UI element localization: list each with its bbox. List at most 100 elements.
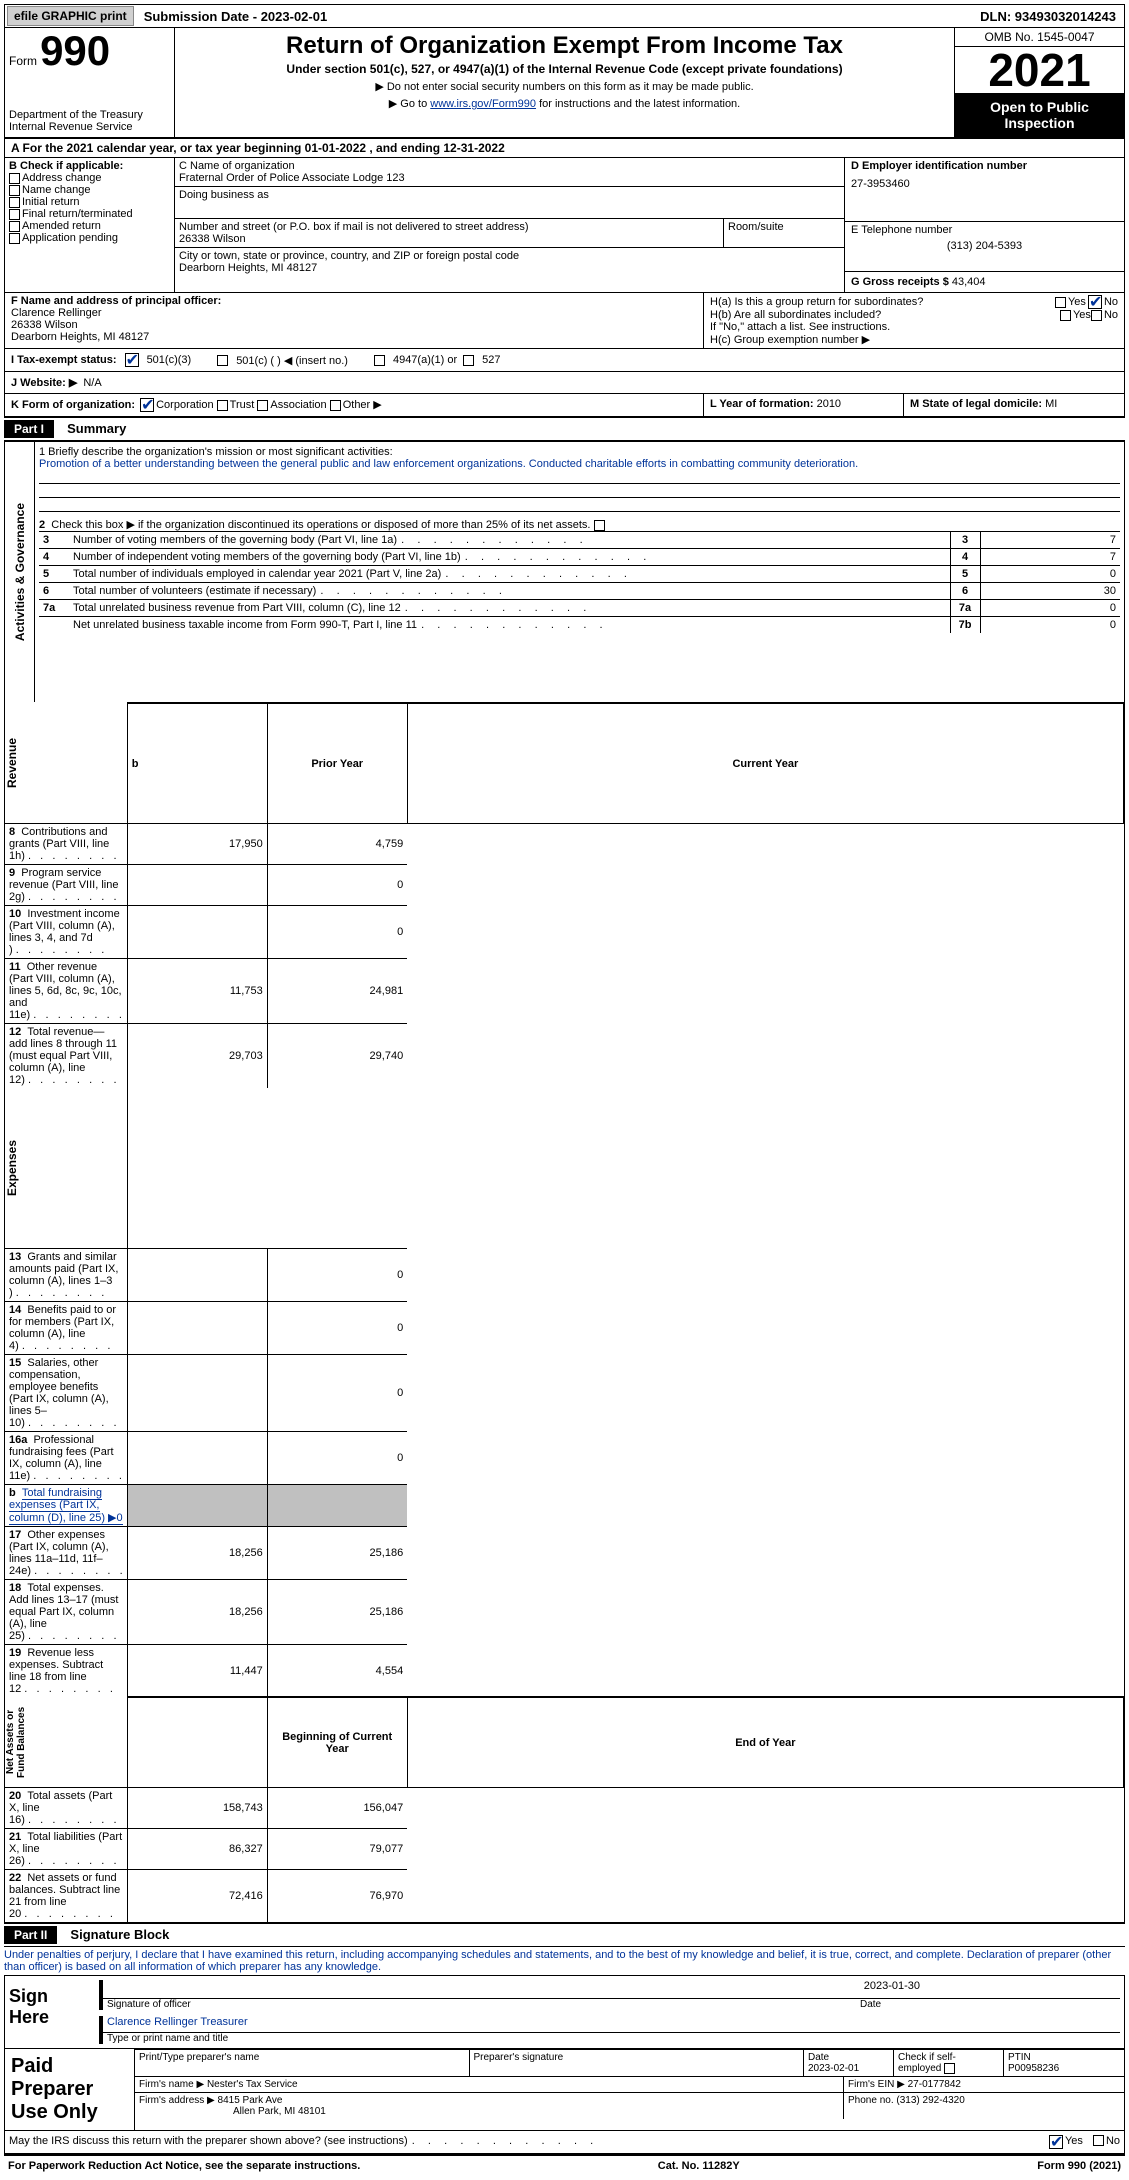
check-address-change[interactable] bbox=[9, 173, 20, 184]
bottom-line: For Paperwork Reduction Act Notice, see … bbox=[4, 2154, 1125, 2176]
check-pending[interactable] bbox=[9, 233, 20, 244]
irs-link[interactable]: www.irs.gov/Form990 bbox=[430, 98, 536, 110]
opt-final: Final return/terminated bbox=[22, 208, 133, 220]
note2-pre: ▶ Go to bbox=[389, 98, 430, 110]
box-k-l-m: K Form of organization: Corporation Trus… bbox=[4, 394, 1125, 418]
box-l: L Year of formation: 2010 bbox=[704, 394, 904, 416]
gov-side-label: Activities & Governance bbox=[13, 503, 27, 641]
firm-addr-label: Firm's address ▶ bbox=[139, 2095, 215, 2106]
room-label: Room/suite bbox=[724, 219, 844, 248]
street-value: 26338 Wilson bbox=[179, 233, 719, 245]
dln-label: DLN: 93493032014243 bbox=[980, 9, 1124, 24]
no-text: No bbox=[1104, 296, 1118, 308]
officer-label: F Name and address of principal officer: bbox=[11, 295, 697, 307]
m-label: M State of legal domicile: bbox=[910, 398, 1042, 410]
website-value: N/A bbox=[83, 377, 101, 389]
check-amended[interactable] bbox=[9, 221, 20, 232]
check-initial[interactable] bbox=[9, 197, 20, 208]
dba-label: Doing business as bbox=[179, 189, 840, 201]
opt-501c: 501(c) ( ) ◀ (insert no.) bbox=[236, 354, 348, 367]
phone-value: (313) 204-5393 bbox=[851, 240, 1118, 252]
dept-treasury: Department of the Treasury bbox=[9, 109, 170, 121]
part2-header: Part II Signature Block bbox=[4, 1924, 1125, 1947]
begin-year-hdr: Beginning of Current Year bbox=[267, 1697, 407, 1788]
phone-label: E Telephone number bbox=[851, 224, 1118, 236]
financial-table: Revenue b Prior Year Current Year 8 Cont… bbox=[5, 702, 1124, 1922]
org-name: Fraternal Order of Police Associate Lodg… bbox=[179, 172, 840, 184]
k-corp[interactable] bbox=[140, 398, 154, 412]
box-f: F Name and address of principal officer:… bbox=[5, 293, 704, 348]
section-b-to-g: B Check if applicable: Address change Na… bbox=[4, 158, 1125, 293]
line-a: A For the 2021 calendar year, or tax yea… bbox=[4, 139, 1125, 158]
opt-initial: Initial return bbox=[22, 196, 79, 208]
box-h: H(a) Is this a group return for subordin… bbox=[704, 293, 1124, 348]
ein-value: 27-3953460 bbox=[851, 178, 1118, 190]
mission-text: Promotion of a better understanding betw… bbox=[39, 458, 1120, 470]
check-4947[interactable] bbox=[374, 355, 385, 366]
city-label: City or town, state or province, country… bbox=[179, 250, 840, 262]
self-employed-check[interactable] bbox=[944, 2063, 955, 2074]
box-k: K Form of organization: Corporation Trus… bbox=[5, 394, 704, 416]
sig-name-label: Type or print name and title bbox=[103, 2032, 1120, 2044]
prep-name-label: Print/Type preparer's name bbox=[135, 2049, 470, 2076]
gross-label: G Gross receipts $ bbox=[851, 276, 949, 288]
summary-block: Activities & Governance 1 Briefly descri… bbox=[4, 442, 1125, 1924]
may-no: No bbox=[1106, 2135, 1120, 2149]
goto-note: ▶ Go to www.irs.gov/Form990 for instruct… bbox=[179, 97, 950, 110]
box-i: I Tax-exempt status: 501(c)(3) 501(c) ( … bbox=[4, 349, 1125, 372]
box-d-e-g: D Employer identification number 27-3953… bbox=[844, 158, 1124, 292]
k-trust[interactable] bbox=[217, 400, 228, 411]
top-bar: efile GRAPHIC print Submission Date - 20… bbox=[4, 4, 1125, 28]
k-assoc[interactable] bbox=[257, 400, 268, 411]
ha-yes[interactable] bbox=[1055, 297, 1066, 308]
officer-street: 26338 Wilson bbox=[11, 319, 697, 331]
header-left: Form 990 Department of the Treasury Inte… bbox=[5, 28, 175, 137]
opt-address: Address change bbox=[22, 172, 102, 184]
part1-header: Part I Summary bbox=[4, 418, 1125, 442]
check-name-change[interactable] bbox=[9, 185, 20, 196]
form-title: Return of Organization Exempt From Incom… bbox=[179, 32, 950, 60]
check-final[interactable] bbox=[9, 209, 20, 220]
no-text2: No bbox=[1104, 309, 1118, 321]
opt-amended: Amended return bbox=[22, 220, 101, 232]
box-m: M State of legal domicile: MI bbox=[904, 394, 1124, 416]
prep-date-label: Date bbox=[808, 2052, 829, 2063]
box-b-label: B Check if applicable: bbox=[9, 160, 170, 172]
part1-badge: Part I bbox=[4, 420, 54, 438]
check-527[interactable] bbox=[463, 355, 474, 366]
hb-label: H(b) Are all subordinates included? bbox=[710, 309, 1060, 321]
may-irs-yes[interactable] bbox=[1049, 2135, 1063, 2149]
opt-pending: Application pending bbox=[22, 232, 118, 244]
city-value: Dearborn Heights, MI 48127 bbox=[179, 262, 840, 274]
ptin-value: P00958236 bbox=[1008, 2063, 1059, 2074]
k-other-lbl: Other ▶ bbox=[343, 399, 382, 411]
line2-check[interactable] bbox=[594, 520, 605, 531]
hb-yes[interactable] bbox=[1060, 310, 1071, 321]
sig-officer-label: Signature of officer bbox=[103, 1999, 860, 2010]
header-mid: Return of Organization Exempt From Incom… bbox=[175, 28, 954, 137]
sign-here-label: Sign Here bbox=[5, 1976, 95, 2048]
prior-year-hdr: Prior Year bbox=[267, 703, 407, 824]
signature-block: Sign Here 2023-01-30 Signature of office… bbox=[4, 1976, 1125, 2049]
form-word: Form bbox=[9, 54, 37, 68]
website-label: J Website: ▶ bbox=[11, 376, 77, 389]
ha-label: H(a) Is this a group return for subordin… bbox=[710, 296, 1055, 308]
note2-post: for instructions and the latest informat… bbox=[536, 98, 740, 110]
section-f-h: F Name and address of principal officer:… bbox=[4, 293, 1125, 349]
current-year-hdr: Current Year bbox=[407, 703, 1123, 824]
check-501c[interactable] bbox=[217, 355, 228, 366]
cat-no: Cat. No. 11282Y bbox=[658, 2160, 740, 2172]
netassets-side: Net Assets or Fund Balances bbox=[5, 1697, 27, 1787]
efile-print-button[interactable]: efile GRAPHIC print bbox=[7, 6, 134, 26]
sig-name-value: Clarence Rellinger Treasurer bbox=[103, 2016, 1120, 2032]
form-990-page: efile GRAPHIC print Submission Date - 20… bbox=[0, 0, 1129, 2180]
check-501c3[interactable] bbox=[125, 353, 139, 367]
may-irs-no[interactable] bbox=[1093, 2135, 1104, 2146]
ha-no[interactable] bbox=[1088, 295, 1102, 309]
k-other[interactable] bbox=[330, 400, 341, 411]
opt-name: Name change bbox=[22, 184, 91, 196]
hb-note: If "No," attach a list. See instructions… bbox=[710, 321, 1118, 333]
yes-text: Yes bbox=[1068, 296, 1086, 308]
k-corp-lbl: Corporation bbox=[156, 399, 213, 411]
sig-date-value: 2023-01-30 bbox=[103, 1980, 1120, 1998]
